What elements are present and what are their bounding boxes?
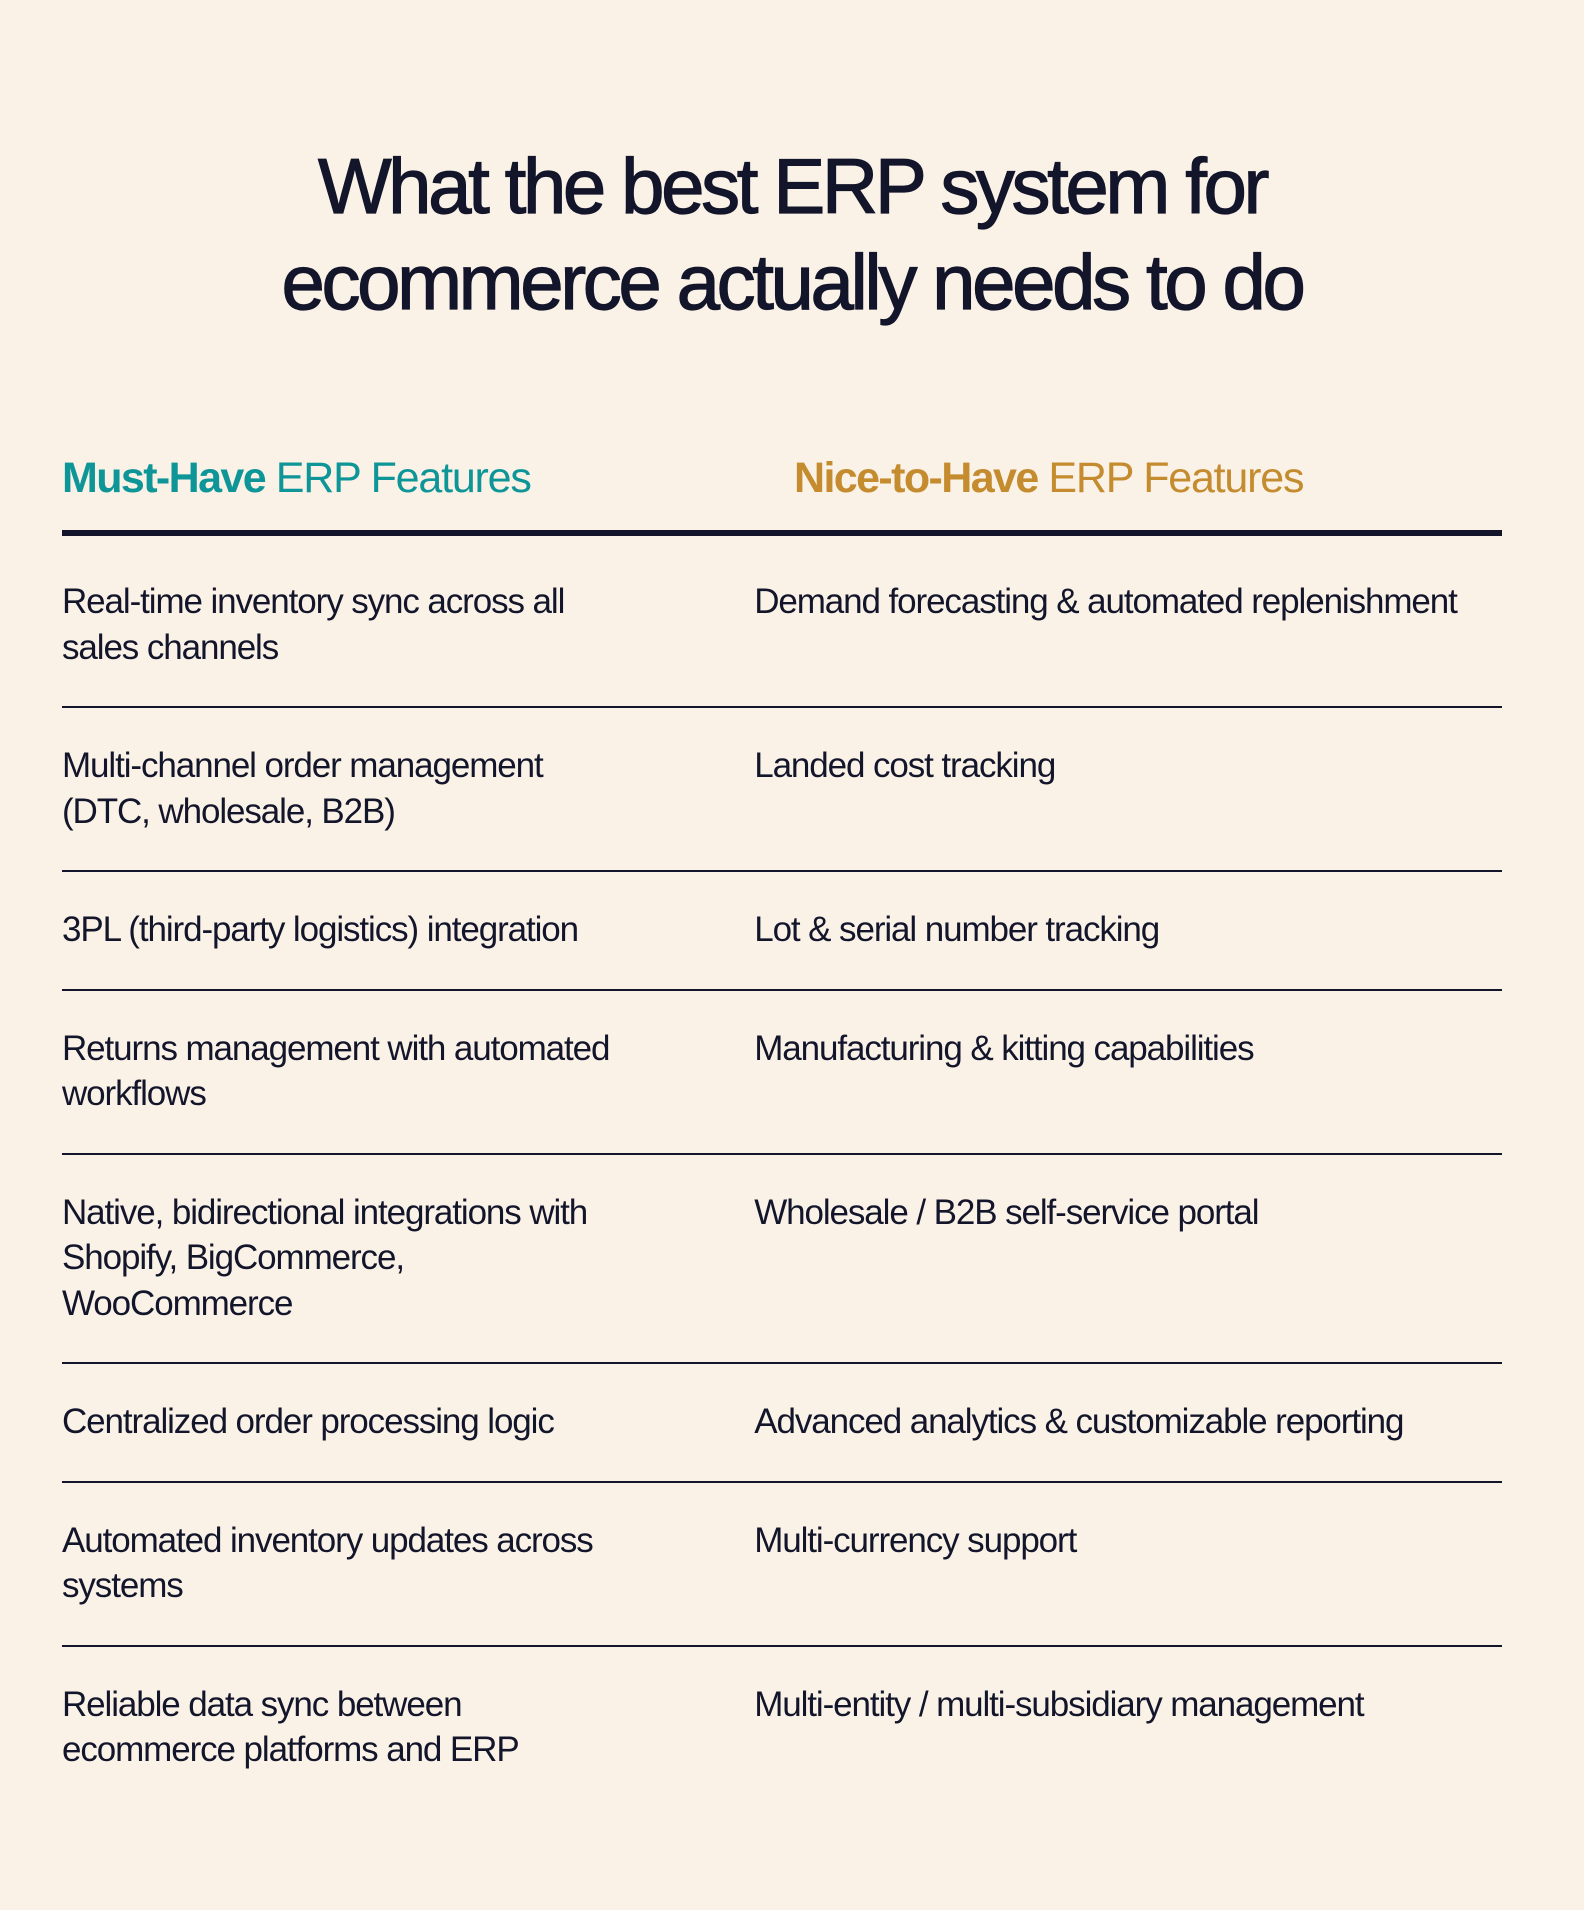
table-row: Centralized order processing logic Advan…	[62, 1364, 1502, 1483]
nice-to-have-header-rest: ERP Features	[1037, 454, 1304, 502]
page-title: What the best ERP system for ecommerce a…	[0, 138, 1584, 330]
must-have-feature: Centralized order processing logic	[62, 1402, 555, 1441]
table-row: Reliable data sync between ecommerce pla…	[62, 1647, 1502, 1809]
nice-to-have-column-header: Nice-to-Have ERP Features	[794, 452, 1304, 530]
must-have-feature: 3PL (third-party logistics) integration	[62, 910, 579, 949]
table-row: Automated inventory updates across syste…	[62, 1483, 1502, 1647]
nice-to-have-feature: Demand forecasting & automated replenish…	[754, 582, 1458, 621]
nice-to-have-feature: Wholesale / B2B self-service portal	[754, 1192, 1259, 1232]
nice-to-have-feature: Landed cost tracking	[754, 746, 1056, 785]
nice-to-have-header-strong: Nice-to-Have	[794, 454, 1039, 502]
must-have-feature: Reliable data sync between ecommerce pla…	[62, 1684, 520, 1770]
must-have-feature: Returns management with automated workfl…	[62, 1028, 610, 1114]
nice-to-have-feature: Multi-currency support	[754, 1520, 1077, 1560]
table-row: 3PL (third-party logistics) integration …	[62, 872, 1502, 991]
must-have-header-strong: Must-Have	[62, 454, 267, 502]
title-line-2: ecommerce actually needs to do	[281, 237, 1307, 326]
table-row: Multi-channel order management (DTC, who…	[62, 708, 1502, 872]
title-line-1: What the best ERP system for	[317, 141, 1270, 230]
must-have-column-header: Must-Have ERP Features	[62, 452, 794, 530]
must-have-feature: Real-time inventory sync across all sale…	[62, 582, 565, 667]
table-header: Must-Have ERP Features Nice-to-Have ERP …	[62, 452, 1502, 536]
must-have-header-rest: ERP Features	[265, 454, 532, 502]
feature-comparison-table: Must-Have ERP Features Nice-to-Have ERP …	[62, 452, 1502, 1809]
nice-to-have-feature: Lot & serial number tracking	[754, 910, 1160, 949]
table-row: Real-time inventory sync across all sale…	[62, 536, 1502, 708]
table-row: Returns management with automated workfl…	[62, 991, 1502, 1155]
nice-to-have-feature: Advanced analytics & customizable report…	[754, 1402, 1404, 1441]
must-have-feature: Multi-channel order management (DTC, who…	[62, 746, 544, 831]
nice-to-have-feature: Multi-entity / multi-subsidiary manageme…	[754, 1684, 1364, 1724]
must-have-feature: Automated inventory updates across syste…	[62, 1520, 594, 1606]
must-have-feature: Native, bidirectional integrations with …	[62, 1192, 588, 1323]
table-row: Native, bidirectional integrations with …	[62, 1155, 1502, 1364]
nice-to-have-feature: Manufacturing & kitting capabilities	[754, 1028, 1254, 1068]
